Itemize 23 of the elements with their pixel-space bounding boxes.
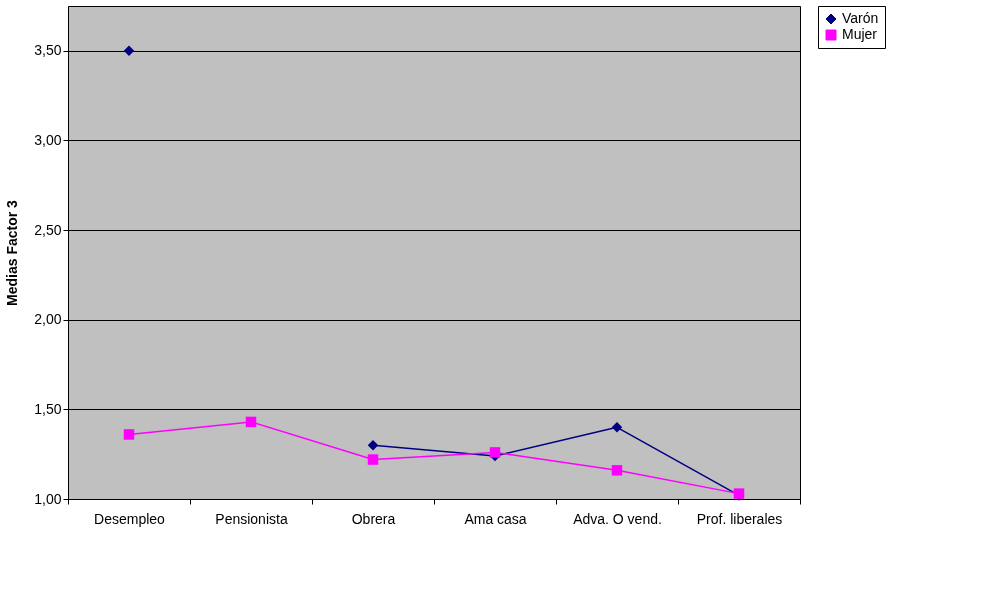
- y-tick-label: 1,50: [34, 400, 62, 417]
- point: [367, 454, 379, 465]
- legend-label: Mujer: [842, 26, 878, 42]
- point: [611, 465, 623, 476]
- x-tick-label: Obrera: [351, 510, 396, 527]
- point: [123, 429, 135, 440]
- y-tick-label: 2,50: [34, 221, 62, 238]
- x-tick-label: Prof. liberales: [696, 510, 783, 527]
- x-tick-label: Desempleo: [94, 510, 166, 527]
- point: [489, 447, 501, 458]
- point: [123, 45, 135, 57]
- y-axis-title: Medias Factor 3: [4, 199, 21, 306]
- x-tick-label: Adva. O vend.: [573, 510, 662, 527]
- x-tick-label: Ama casa: [464, 510, 527, 527]
- point: [245, 416, 257, 428]
- point: [367, 439, 379, 451]
- x-tick-label: Pensionista: [215, 510, 288, 527]
- legend-label: Varón: [842, 10, 879, 26]
- y-tick-label: 1,00: [34, 490, 62, 507]
- y-tick-label: 3,00: [34, 131, 62, 148]
- y-tick-label: 3,50: [34, 42, 62, 59]
- y-tick-label: 2,00: [34, 311, 62, 328]
- point: [611, 422, 623, 433]
